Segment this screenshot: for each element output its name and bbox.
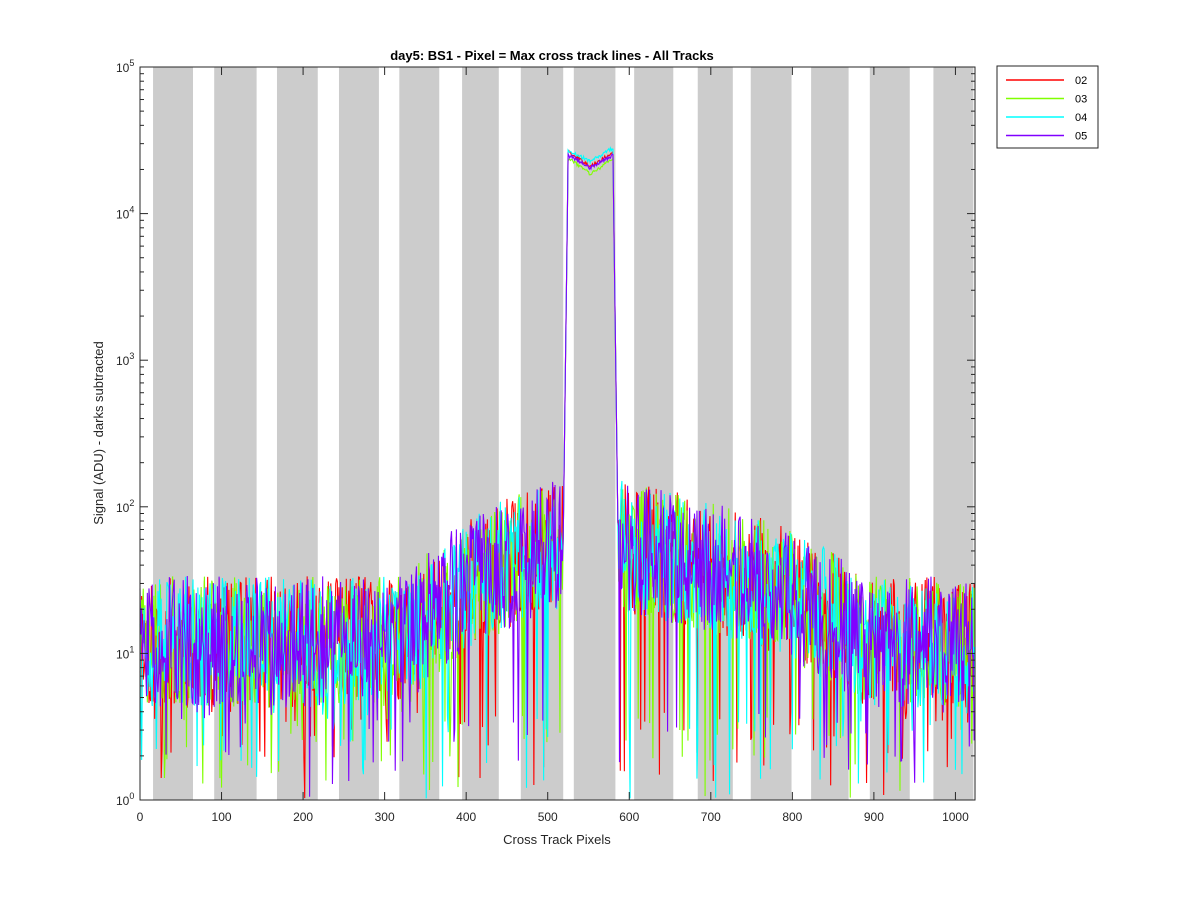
y-tick-label: 101 xyxy=(116,644,134,661)
legend-label-02: 02 xyxy=(1075,75,1087,87)
x-tick-label: 1000 xyxy=(942,810,969,824)
x-tick-label: 100 xyxy=(212,810,232,824)
x-axis-label: Cross Track Pixels xyxy=(503,832,611,847)
x-tick-label: 900 xyxy=(864,810,884,824)
x-tick-label: 0 xyxy=(137,810,144,824)
x-tick-label: 200 xyxy=(293,810,313,824)
series-line-05 xyxy=(139,152,975,797)
y-tick-label: 102 xyxy=(116,498,134,515)
x-tick-label: 300 xyxy=(375,810,395,824)
series-lines xyxy=(139,145,975,799)
y-tick-label: 100 xyxy=(116,791,134,808)
chart-title: day5: BS1 - Pixel = Max cross track line… xyxy=(390,48,714,63)
y-tick-label: 103 xyxy=(116,351,134,368)
axes: 0 100 200 300 400 500 600 700 800 900 100010010110… xyxy=(116,58,976,824)
legend-label-03: 03 xyxy=(1075,94,1087,106)
shaded-band xyxy=(573,67,616,800)
axes-box xyxy=(139,66,976,801)
x-tick-label: 800 xyxy=(782,810,802,824)
legend: 02 03 04 05 xyxy=(996,65,1099,149)
x-tick-label: 600 xyxy=(619,810,639,824)
x-tick-label: 500 xyxy=(538,810,558,824)
x-tick-label: 400 xyxy=(456,810,476,824)
y-axis-label: Signal (ADU) - darks subtracted xyxy=(91,341,106,525)
legend-label-04: 04 xyxy=(1075,112,1087,124)
x-tick-label: 700 xyxy=(701,810,721,824)
y-tick-label: 104 xyxy=(116,205,134,222)
y-tick-label: 105 xyxy=(116,58,134,75)
series-line-04 xyxy=(139,145,975,799)
legend-label-05: 05 xyxy=(1075,131,1087,143)
